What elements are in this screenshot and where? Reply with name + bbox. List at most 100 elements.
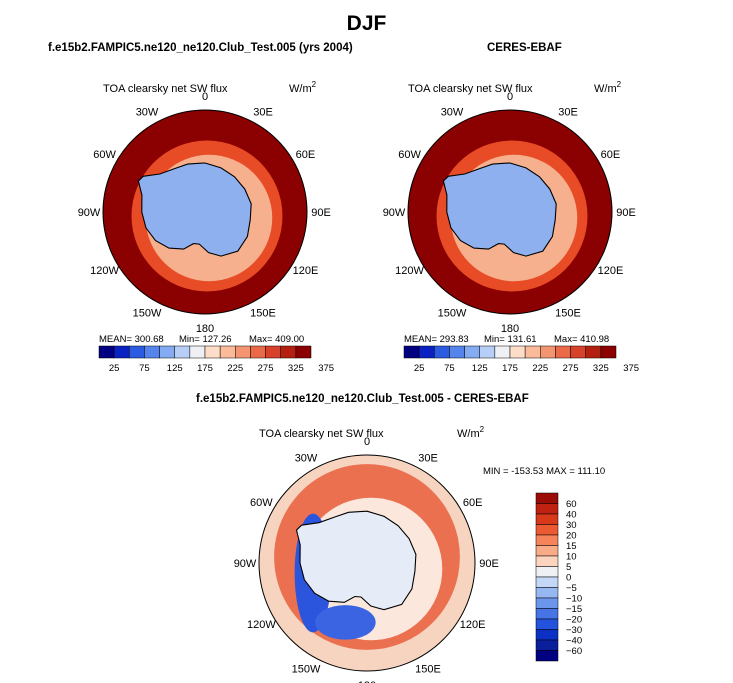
colorbar-swatch — [535, 576, 559, 588]
lon-label: 120E — [460, 619, 486, 631]
colorbar-swatch — [540, 345, 556, 359]
lon-label: 30E — [418, 452, 438, 464]
colorbar-tick: −5 — [566, 583, 577, 594]
colorbar-swatch — [464, 345, 480, 359]
colorbar-swatch — [535, 618, 559, 630]
colorbar-swatch — [449, 345, 465, 359]
lon-label: 60W — [250, 497, 273, 509]
colorbar-swatch — [555, 345, 571, 359]
colorbar-tick: 225 — [227, 363, 243, 374]
lon-label: 150E — [555, 307, 581, 319]
colorbar-swatch — [509, 345, 526, 359]
colorbar-swatch — [600, 345, 617, 359]
lon-label: 30E — [558, 107, 578, 119]
colorbar-tick: 25 — [109, 363, 120, 374]
lon-label: 0 — [202, 91, 208, 103]
colorbar-swatch — [535, 503, 559, 515]
lon-label: 60W — [93, 149, 116, 161]
lon-label: 120E — [598, 265, 624, 277]
colorbar-swatch — [535, 534, 559, 546]
diff-polar-map — [258, 454, 476, 672]
map-border — [102, 109, 308, 315]
colorbar-swatch — [98, 345, 115, 359]
colorbar-tick: 175 — [502, 363, 518, 374]
lon-label: 120W — [247, 619, 276, 631]
colorbar-swatch — [535, 524, 559, 536]
map-border — [258, 454, 476, 672]
obs-polar-map — [407, 109, 613, 315]
stat-max: Max= 410.98 — [554, 334, 609, 345]
colorbar-tick: 275 — [563, 363, 579, 374]
lon-label: 30W — [295, 452, 318, 464]
lon-label: 90E — [616, 207, 636, 219]
colorbar-tick: 15 — [566, 541, 577, 552]
lon-label: 120W — [395, 265, 424, 277]
colorbar-swatch — [159, 345, 175, 359]
lon-label: 90W — [78, 207, 101, 219]
diff-negative-patch — [315, 605, 376, 640]
colorbar-swatch — [535, 650, 559, 662]
colorbar-tick: −60 — [566, 646, 582, 657]
lon-label: 60E — [463, 497, 483, 509]
colorbar-swatch — [144, 345, 160, 359]
lon-label: 180 — [196, 323, 214, 335]
lon-label: 180 — [501, 323, 519, 335]
colorbar-tick: 175 — [197, 363, 213, 374]
colorbar-tick: 60 — [566, 499, 577, 510]
colorbar-swatch — [174, 345, 191, 359]
colorbar-swatch — [418, 345, 435, 359]
colorbar-swatch — [250, 345, 266, 359]
antarctica-coastline — [137, 162, 252, 257]
map-variable-title: TOA clearsky net SW flux — [259, 428, 384, 440]
lon-label: 150E — [415, 664, 441, 676]
antarctica-coastline — [295, 510, 417, 611]
colorbar-swatch — [235, 345, 251, 359]
colorbar-swatch — [204, 345, 221, 359]
colorbar-swatch — [535, 597, 559, 609]
lon-label: 120E — [293, 265, 319, 277]
colorbar-swatch — [219, 345, 236, 359]
colorbar-swatch — [570, 345, 586, 359]
map-variable-title: TOA clearsky net SW flux — [103, 83, 228, 95]
lon-label: 90W — [383, 207, 406, 219]
lon-label: 150W — [133, 307, 162, 319]
colorbar-swatch — [479, 345, 496, 359]
colorbar-tick: 75 — [139, 363, 150, 374]
diff-panel-header: f.e15b2.FAMPIC5.ne120_ne120.Club_Test.00… — [196, 393, 529, 405]
colorbar-tick: 375 — [318, 363, 334, 374]
colorbar-tick: 75 — [444, 363, 455, 374]
colorbar-tick: 125 — [167, 363, 183, 374]
lon-label: 60E — [296, 149, 316, 161]
colorbar-swatch — [189, 345, 206, 359]
colorbar-swatch — [295, 345, 312, 359]
stat-min: Min= 131.61 — [484, 334, 537, 345]
colorbar-tick: 225 — [532, 363, 548, 374]
colorbar-swatch — [434, 345, 450, 359]
lon-label: 30W — [441, 107, 464, 119]
colorbar-swatch — [535, 492, 559, 504]
stat-min: Min= 127.26 — [179, 334, 232, 345]
stat-mean: MEAN= 300.68 — [99, 334, 164, 345]
colorbar-swatch — [265, 345, 281, 359]
model-polar-map — [102, 109, 308, 315]
lon-label: 150W — [438, 307, 467, 319]
lon-label: 60E — [601, 149, 621, 161]
model-panel-header: f.e15b2.FAMPIC5.ne120_ne120.Club_Test.00… — [48, 42, 353, 54]
colorbar-tick: 10 — [566, 552, 577, 563]
colorbar-tick: 125 — [472, 363, 488, 374]
colorbar-tick: 375 — [623, 363, 639, 374]
antarctica-coastline — [442, 162, 557, 257]
colorbar-swatch — [494, 345, 511, 359]
colorbar-tick: −20 — [566, 615, 582, 626]
lon-label: 30W — [136, 107, 159, 119]
colorbar-tick: 5 — [566, 562, 571, 573]
colorbar-swatch — [535, 639, 559, 651]
colorbar-swatch — [280, 345, 297, 359]
colorbar-swatch — [535, 629, 559, 641]
lon-label: 90W — [234, 558, 257, 570]
lon-label: 180 — [358, 680, 376, 683]
map-variable-title: TOA clearsky net SW flux — [408, 83, 533, 95]
map-units: W/m2 — [594, 80, 622, 95]
lon-label: 150W — [292, 664, 321, 676]
